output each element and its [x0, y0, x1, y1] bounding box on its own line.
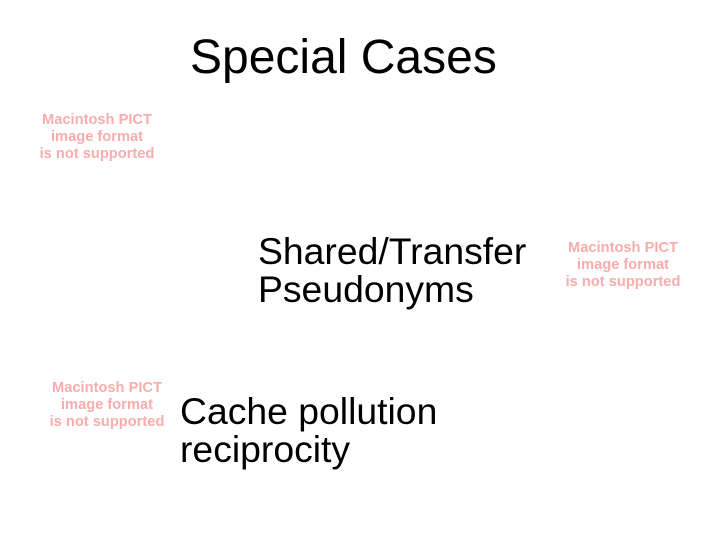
- pict-fallback-1: Macintosh PICT image format is not suppo…: [32, 112, 162, 163]
- pict-fallback-line: Macintosh PICT: [42, 380, 172, 397]
- pict-fallback-line: image format: [42, 397, 172, 414]
- pict-fallback-line: image format: [558, 257, 688, 274]
- bullet-cache-pollution: Cache pollution reciprocity: [180, 392, 437, 468]
- bullet-line: Cache pollution: [180, 392, 437, 430]
- slide: Special Cases Macintosh PICT image forma…: [0, 0, 720, 540]
- bullet-line: Pseudonyms: [258, 270, 526, 308]
- pict-fallback-line: Macintosh PICT: [32, 112, 162, 129]
- pict-fallback-line: is not supported: [42, 414, 172, 431]
- bullet-shared-transfer: Shared/Transfer Pseudonyms: [258, 232, 526, 308]
- pict-fallback-line: is not supported: [558, 274, 688, 291]
- pict-fallback-2: Macintosh PICT image format is not suppo…: [558, 240, 688, 291]
- pict-fallback-3: Macintosh PICT image format is not suppo…: [42, 380, 172, 431]
- slide-title: Special Cases: [190, 30, 497, 85]
- pict-fallback-line: image format: [32, 129, 162, 146]
- bullet-line: reciprocity: [180, 430, 437, 468]
- pict-fallback-line: Macintosh PICT: [558, 240, 688, 257]
- pict-fallback-line: is not supported: [32, 146, 162, 163]
- bullet-line: Shared/Transfer: [258, 232, 526, 270]
